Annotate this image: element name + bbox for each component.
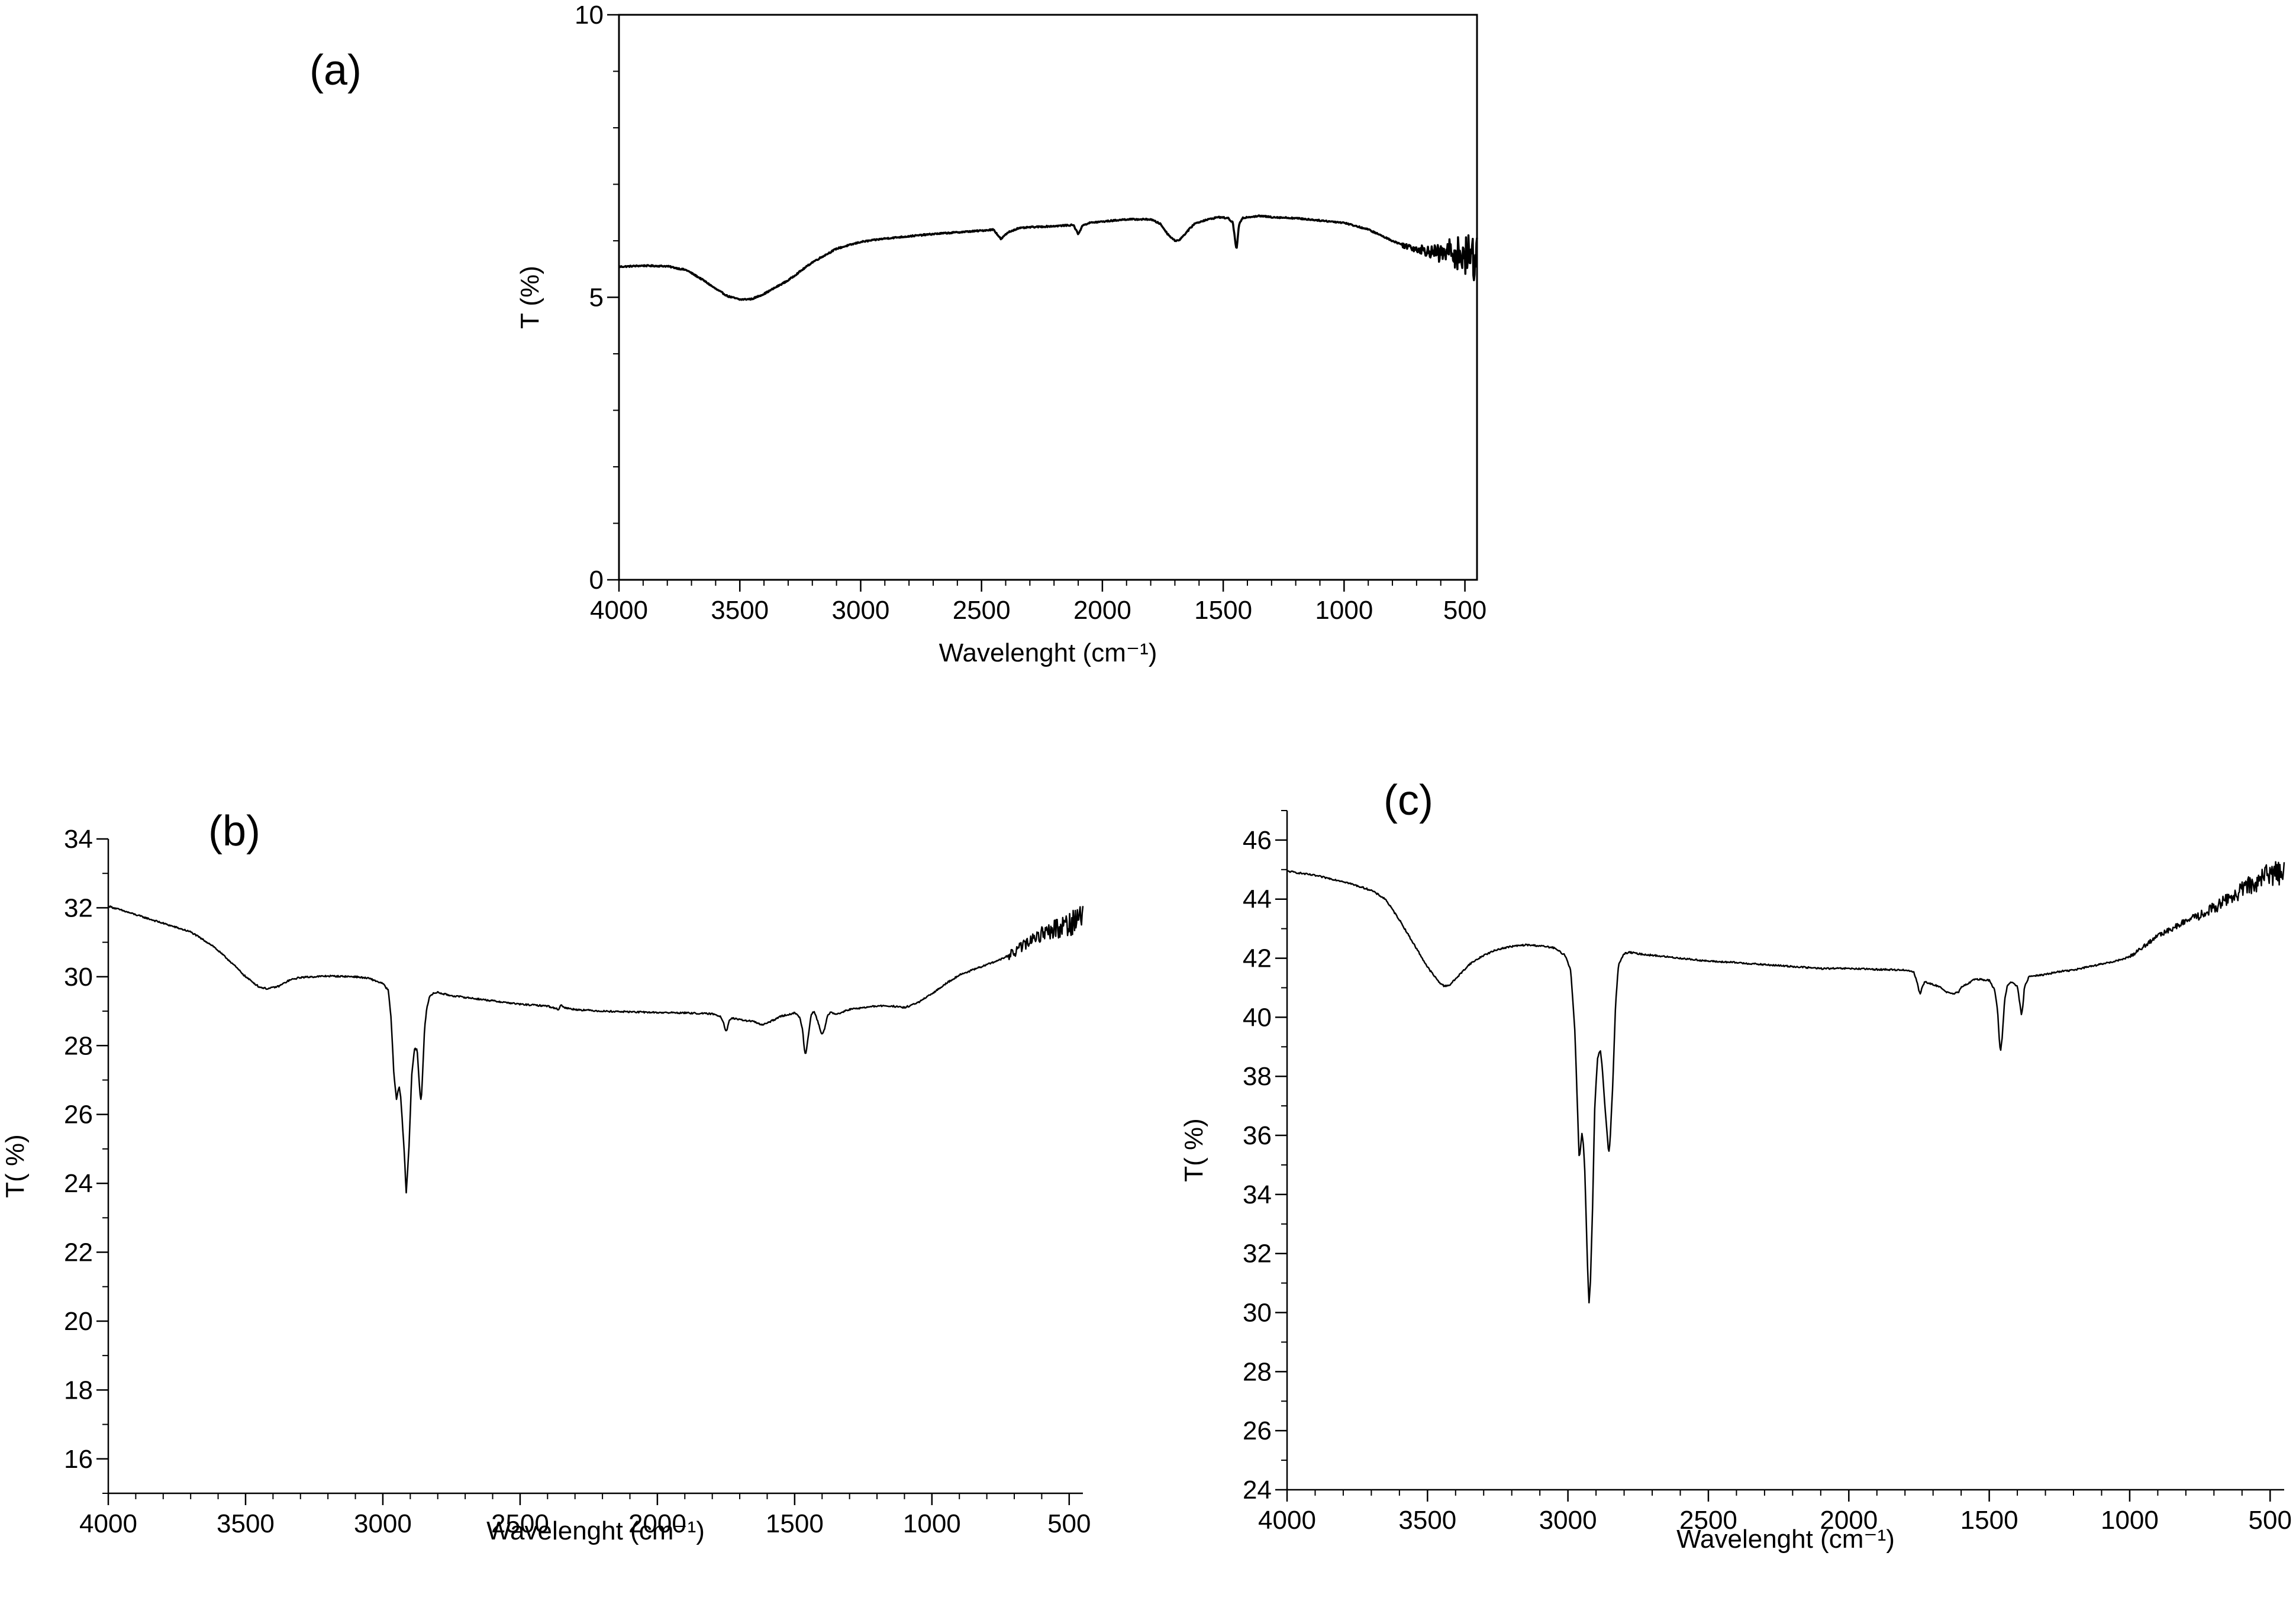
x-tick-label: 3500 — [711, 596, 769, 625]
x-tick-label: 3500 — [1398, 1506, 1456, 1535]
x-tick-label: 1500 — [1960, 1506, 2018, 1535]
y-axis-title: T (%) — [515, 266, 544, 329]
x-tick-label: 2000 — [1820, 1506, 1878, 1535]
y-tick-label: 22 — [64, 1238, 93, 1267]
y-tick-label: 28 — [64, 1031, 93, 1060]
y-tick-label: 42 — [1243, 944, 1272, 973]
y-tick-label: 34 — [64, 825, 93, 854]
x-tick-label: 4000 — [1258, 1506, 1316, 1535]
chart-b: 4000 3500 3000 2500 2000 1500 1000 500 16 18 20 22 2… — [1, 825, 1091, 1545]
y-tick-label: 32 — [64, 893, 93, 922]
series-line-c — [1286, 861, 2285, 1304]
y-tick-label: 0 — [589, 566, 604, 595]
y-tick-label: 34 — [1243, 1180, 1272, 1209]
y-tick-label: 10 — [575, 1, 604, 30]
y-tick-label: 32 — [1243, 1239, 1272, 1268]
y-tick-label: 26 — [1243, 1416, 1272, 1445]
y-tick-label: 28 — [1243, 1357, 1272, 1386]
x-tick-label: 2000 — [1073, 596, 1131, 625]
series-line-b — [107, 905, 1084, 1194]
y-axis-title: T( %) — [1179, 1118, 1208, 1182]
x-tick-label: 4000 — [590, 596, 648, 625]
x-axis-title: Wavelenght (cm⁻¹) — [939, 638, 1157, 667]
chart-a: 4000 3500 3000 2500 2000 1500 1000 500 0 5 10 Wavel… — [515, 1, 1486, 667]
x-tick-label: 1500 — [766, 1509, 824, 1538]
x-tick-label: 2000 — [628, 1509, 686, 1538]
x-tick-label: 3500 — [217, 1509, 275, 1538]
x-axis-title: Wavelenght (cm⁻¹) — [486, 1516, 705, 1545]
x-tick-label: 500 — [2249, 1506, 2292, 1535]
panel-label-c: (c) — [1384, 777, 1433, 824]
x-tick-label: 4000 — [79, 1509, 137, 1538]
x-tick-label: 1000 — [903, 1509, 961, 1538]
x-tick-label: 3000 — [832, 596, 890, 625]
y-tick-label: 30 — [64, 963, 93, 992]
x-tick-label: 500 — [1443, 596, 1486, 625]
x-tick-label: 2500 — [953, 596, 1011, 625]
y-axis-title: T( %) — [1, 1134, 30, 1198]
y-tick-label: 26 — [64, 1100, 93, 1129]
x-tick-label: 3000 — [354, 1509, 412, 1538]
panel-label-a: (a) — [309, 47, 362, 94]
y-tick-label: 18 — [64, 1376, 93, 1405]
x-tick-label: 2500 — [1679, 1506, 1737, 1535]
x-tick-label: 1500 — [1194, 596, 1252, 625]
chart-c: 4000 3500 3000 2500 2000 1500 1000 500 24 26 28 30 3… — [1179, 810, 2292, 1554]
y-tick-label: 24 — [1243, 1476, 1272, 1505]
y-tick-label: 44 — [1243, 885, 1272, 914]
y-tick-label: 36 — [1243, 1121, 1272, 1150]
y-tick-label: 40 — [1243, 1003, 1272, 1032]
series-line-a — [618, 214, 1478, 301]
x-axis-title: Wavelenght (cm⁻¹) — [1676, 1525, 1895, 1554]
y-tick-label: 30 — [1243, 1299, 1272, 1328]
x-tick-label: 1000 — [1315, 596, 1373, 625]
x-tick-label: 2500 — [491, 1509, 549, 1538]
y-tick-label: 38 — [1243, 1062, 1272, 1091]
x-tick-label: 3000 — [1539, 1506, 1597, 1535]
y-tick-label: 46 — [1243, 826, 1272, 855]
panel-label-b: (b) — [208, 808, 260, 855]
y-tick-label: 24 — [64, 1169, 93, 1198]
y-tick-label: 20 — [64, 1307, 93, 1336]
x-tick-label: 1000 — [2101, 1506, 2159, 1535]
plot-frame — [618, 14, 1478, 581]
y-tick-label: 16 — [64, 1445, 93, 1474]
x-tick-label: 500 — [1047, 1509, 1091, 1538]
y-tick-label: 5 — [589, 283, 604, 312]
